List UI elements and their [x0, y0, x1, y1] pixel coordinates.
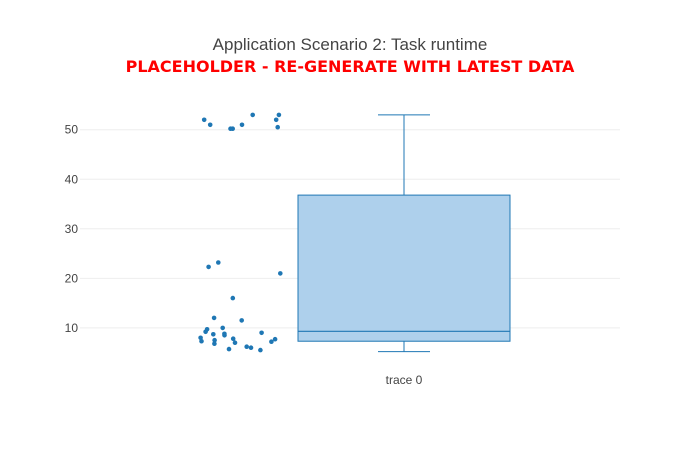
data-point[interactable] — [230, 336, 236, 342]
data-point[interactable] — [201, 117, 207, 123]
data-point[interactable] — [232, 340, 238, 346]
interquartile-box[interactable] — [297, 194, 511, 342]
x-tick-label-trace-0: trace 0 — [386, 373, 423, 387]
y-axis: 10 20 30 40 50 — [65, 123, 79, 335]
data-point[interactable] — [278, 271, 283, 276]
data-point[interactable] — [248, 345, 254, 351]
chart-subtitle: PLACEHOLDER - RE-GENERATE WITH LATEST DA… — [126, 57, 575, 76]
data-point[interactable] — [226, 346, 232, 352]
data-point[interactable] — [212, 337, 217, 343]
data-point[interactable] — [239, 318, 244, 323]
chart-title: Application Scenario 2: Task runtime — [213, 35, 488, 54]
jitter-points — [198, 112, 283, 353]
data-point[interactable] — [206, 264, 211, 270]
y-tick-label: 50 — [65, 123, 79, 137]
data-point[interactable] — [244, 344, 249, 350]
data-point[interactable] — [222, 331, 227, 337]
y-tick-label: 30 — [65, 222, 79, 236]
data-point[interactable] — [230, 295, 236, 301]
box-trace-0[interactable] — [297, 114, 511, 353]
data-point[interactable] — [211, 332, 216, 337]
data-point[interactable] — [272, 336, 278, 342]
y-tick-label: 10 — [65, 321, 79, 335]
data-point[interactable] — [275, 124, 281, 130]
data-point[interactable] — [273, 117, 279, 123]
data-point[interactable] — [216, 260, 221, 265]
data-point[interactable] — [276, 112, 282, 118]
data-point[interactable] — [220, 325, 225, 331]
data-point[interactable] — [212, 341, 217, 347]
data-point[interactable] — [269, 339, 274, 345]
data-point[interactable] — [207, 122, 213, 128]
data-point[interactable] — [228, 126, 233, 131]
data-point[interactable] — [203, 329, 208, 335]
y-tick-label: 20 — [65, 271, 79, 285]
data-point[interactable] — [199, 338, 204, 344]
data-point[interactable] — [259, 330, 264, 336]
data-point[interactable] — [258, 347, 263, 353]
data-point[interactable] — [239, 122, 245, 128]
data-point[interactable] — [250, 112, 255, 118]
data-point[interactable] — [211, 315, 217, 321]
y-tick-label: 40 — [65, 172, 79, 186]
